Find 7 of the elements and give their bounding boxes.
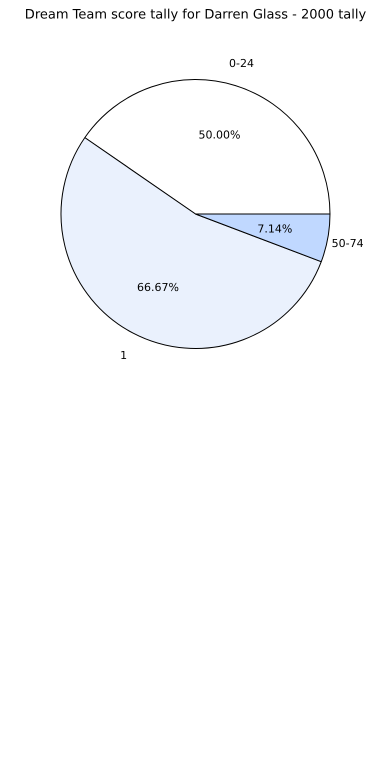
data-label: 7.14% <box>257 222 292 236</box>
slice-label: 1 <box>120 349 128 362</box>
data-label: 66.67% <box>137 280 179 294</box>
data-label: 50.00% <box>198 128 240 142</box>
chart-title: Dream Team score tally for Darren Glass - 2000 tally <box>24 8 366 22</box>
slice-label: 0-24 <box>229 56 254 70</box>
slice-label: 50-74 <box>332 237 364 250</box>
